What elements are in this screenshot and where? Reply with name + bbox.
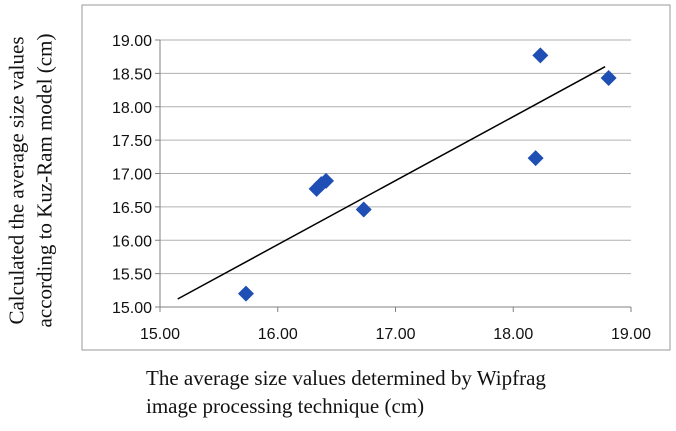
x-tick-label: 16.00: [258, 326, 298, 343]
y-tick-labels: 15.00 15.50 16.00 16.50 17.00 17.50 18.00 18.50…: [112, 33, 152, 317]
x-tick-label: 19.00: [611, 326, 651, 343]
x-tick-labels: 15.00 16.00 17.00 18.00 19.00: [140, 326, 651, 343]
x-axis-label-line-1: The average size values determined by Wi…: [146, 366, 546, 390]
y-tick-label: 15.50: [112, 267, 152, 284]
y-tick-label: 18.50: [112, 66, 152, 83]
y-tick-label: 19.00: [112, 33, 152, 50]
x-tick-label: 15.00: [140, 326, 180, 343]
data-point: [355, 201, 372, 218]
y-axis-label-line-2: according to Kuz-Ram model (cm): [32, 33, 57, 327]
gridlines: [160, 39, 631, 275]
x-tick-label: 18.00: [493, 326, 533, 343]
data-point: [527, 150, 544, 167]
x-tick-label: 17.00: [375, 326, 415, 343]
y-tick-label: 18.00: [112, 100, 152, 117]
y-axis-label-line-1: Calculated the average size values: [4, 35, 29, 325]
trendline: [177, 66, 606, 300]
data-point: [600, 70, 617, 87]
x-axis-label-line-2: image processing technique (cm): [146, 394, 425, 418]
data-point: [237, 285, 254, 302]
y-tick-label: 17.00: [112, 167, 152, 184]
plot-frame: [81, 4, 671, 351]
data-point: [318, 172, 335, 189]
data-points: [237, 47, 617, 302]
trendline-group: [177, 66, 606, 300]
y-tick-label: 15.00: [112, 300, 152, 317]
data-point: [532, 47, 549, 64]
y-tick-label: 16.50: [112, 200, 152, 217]
axes: [155, 39, 632, 312]
y-tick-label: 16.00: [112, 233, 152, 250]
y-tick-label: 17.50: [112, 133, 152, 150]
